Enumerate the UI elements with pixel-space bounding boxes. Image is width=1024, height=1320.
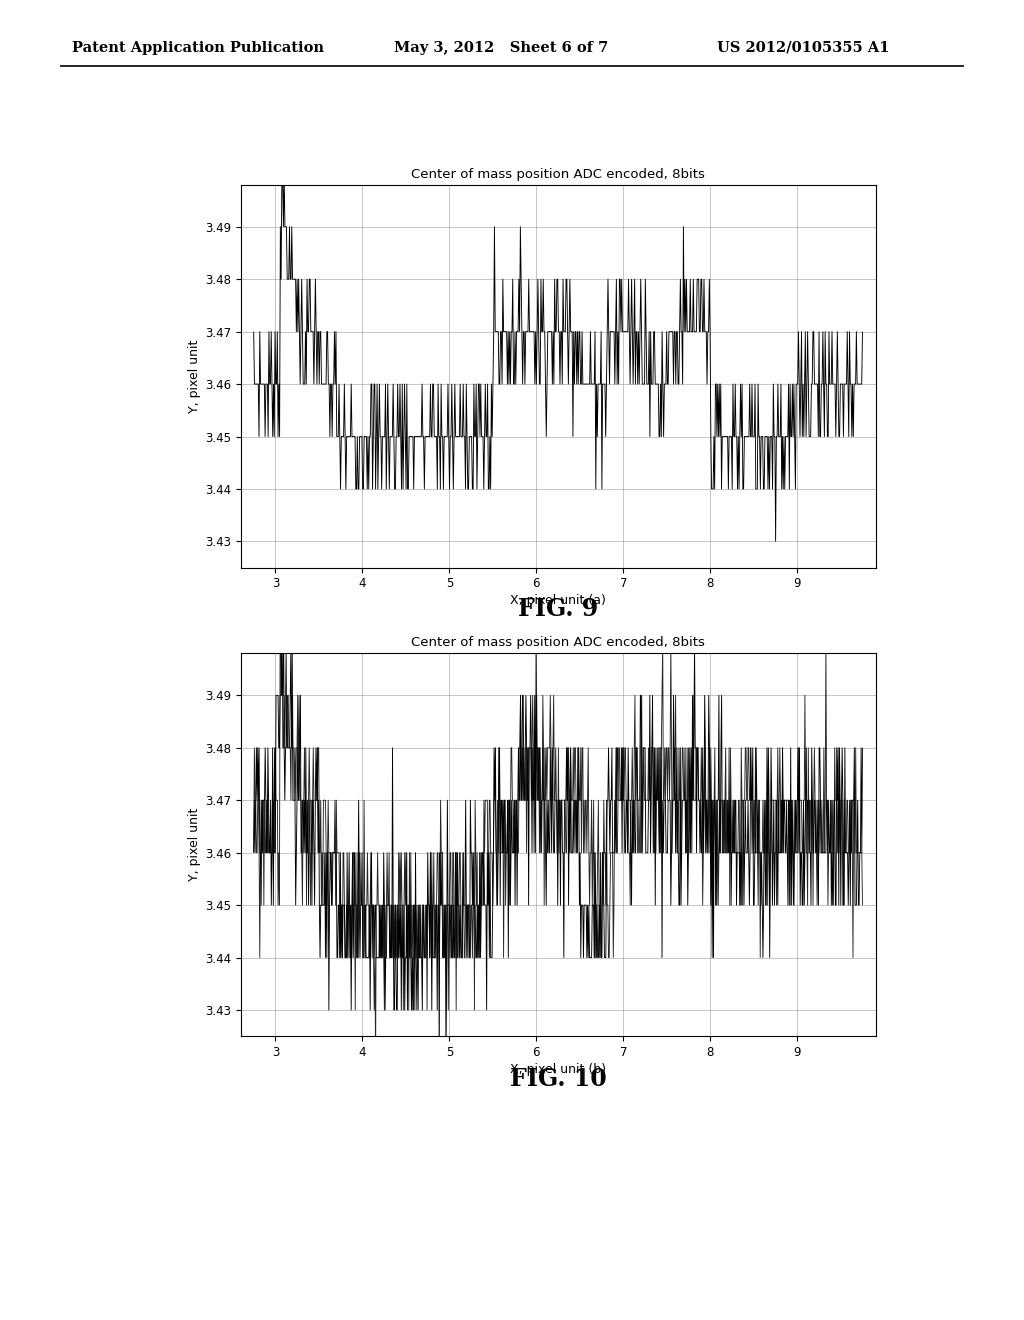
Y-axis label: Y, pixel unit: Y, pixel unit [187,808,201,882]
X-axis label: X, pixel unit (a): X, pixel unit (a) [510,594,606,607]
Text: FIG. 10: FIG. 10 [510,1067,606,1090]
Y-axis label: Y, pixel unit: Y, pixel unit [187,339,201,413]
Text: Patent Application Publication: Patent Application Publication [72,41,324,54]
Text: US 2012/0105355 A1: US 2012/0105355 A1 [717,41,889,54]
Title: Center of mass position ADC encoded, 8bits: Center of mass position ADC encoded, 8bi… [412,168,705,181]
X-axis label: X, pixel unit (b): X, pixel unit (b) [510,1063,606,1076]
Title: Center of mass position ADC encoded, 8bits: Center of mass position ADC encoded, 8bi… [412,636,705,649]
Text: May 3, 2012   Sheet 6 of 7: May 3, 2012 Sheet 6 of 7 [394,41,608,54]
Text: FIG. 9: FIG. 9 [518,597,598,620]
